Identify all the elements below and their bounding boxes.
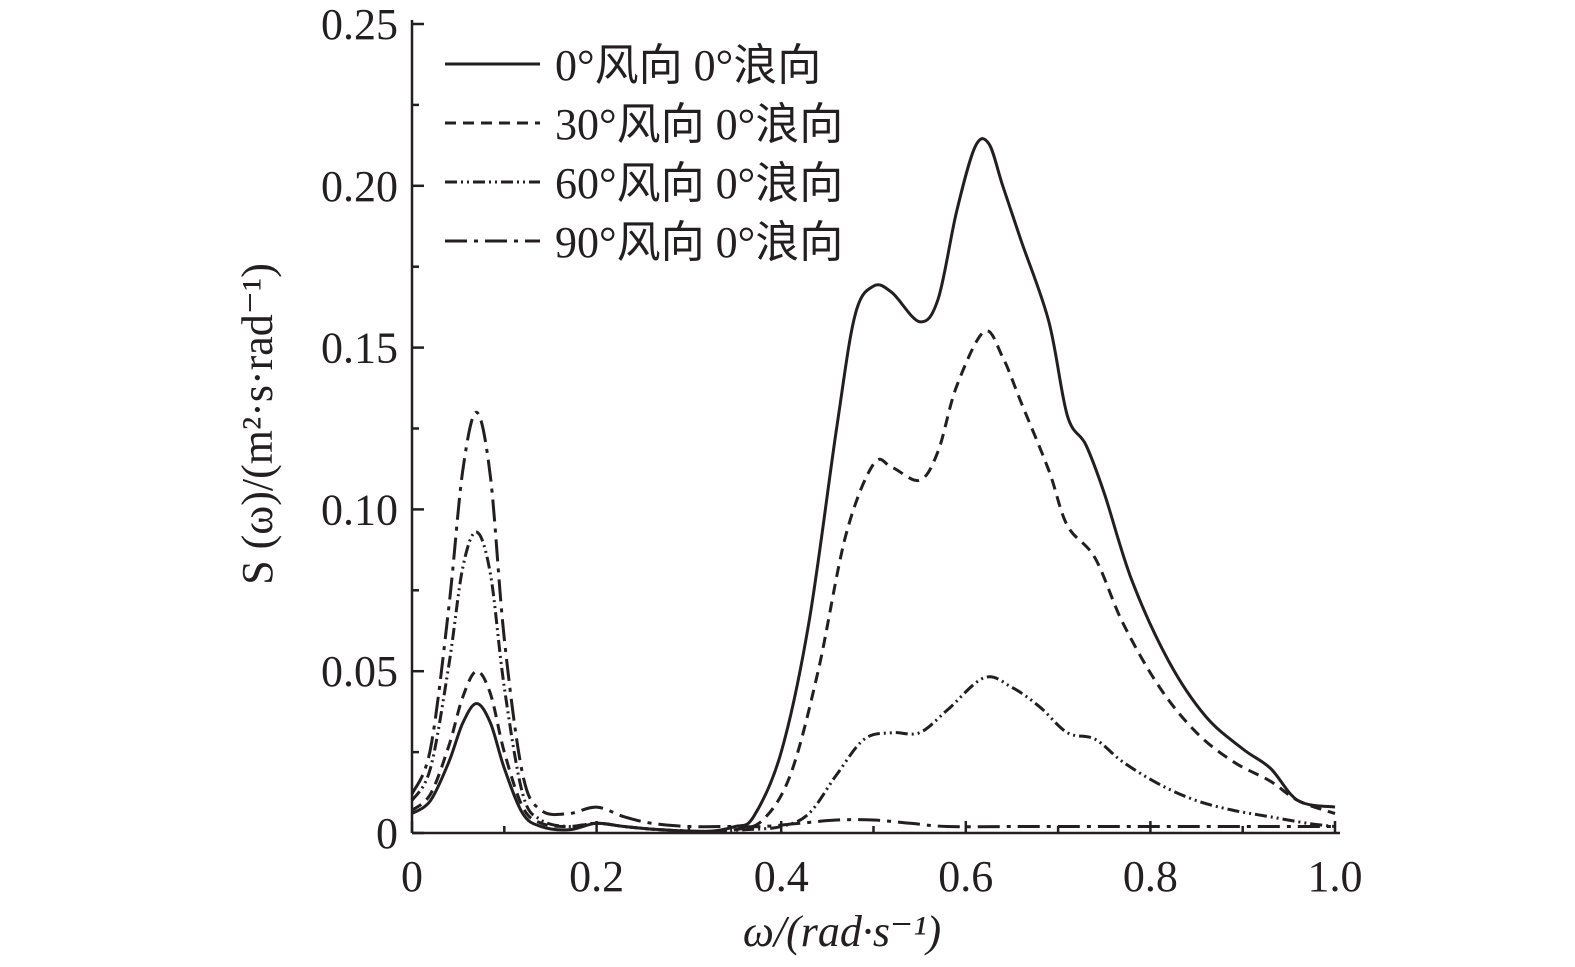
x-tick-label: 0.2 [569, 852, 624, 901]
legend: 0°风向 0°浪向 30°风向 0°浪向 60°风向 0°浪向 90°风向 0°浪向 [445, 41, 843, 267]
series-layer [410, 137, 1336, 833]
series-line-3 [410, 530, 1336, 833]
series-line-1 [411, 137, 1336, 833]
legend-label-2: 30°风向 0°浪向 [555, 100, 843, 149]
y-tick-label: 0.05 [321, 647, 398, 696]
x-tick-label: 1.0 [1308, 852, 1363, 901]
x-tick-label: 0 [401, 852, 423, 901]
legend-label-3: 60°风向 0°浪向 [555, 159, 843, 208]
x-tick-label: 0.8 [1123, 852, 1178, 901]
series-line-4 [410, 410, 1335, 829]
y-tick-label: 0.15 [321, 324, 398, 373]
x-tick-label: 0.4 [754, 852, 809, 901]
x-tick-label: 0.6 [938, 852, 993, 901]
series-line-2 [411, 329, 1336, 833]
y-axis-title: S (ω)/(m²·s·rad⁻¹) [233, 263, 282, 585]
legend-label-1: 0°风向 0°浪向 [555, 41, 821, 90]
x-axis-title: ω/(rad·s⁻¹) [743, 907, 941, 956]
y-tick-label: 0.25 [321, 0, 398, 49]
axes [410, 20, 1340, 835]
y-tick-label: 0 [376, 809, 398, 858]
ticks [410, 22, 1337, 835]
legend-label-4: 90°风向 0°浪向 [555, 218, 843, 267]
tick-labels: 0 0.2 0.4 0.6 0.8 1.0 0 0.05 0.10 0.15 0.20 0.25 [321, 0, 1363, 901]
y-tick-label: 0.10 [321, 485, 398, 534]
y-tick-label: 0.20 [321, 162, 398, 211]
